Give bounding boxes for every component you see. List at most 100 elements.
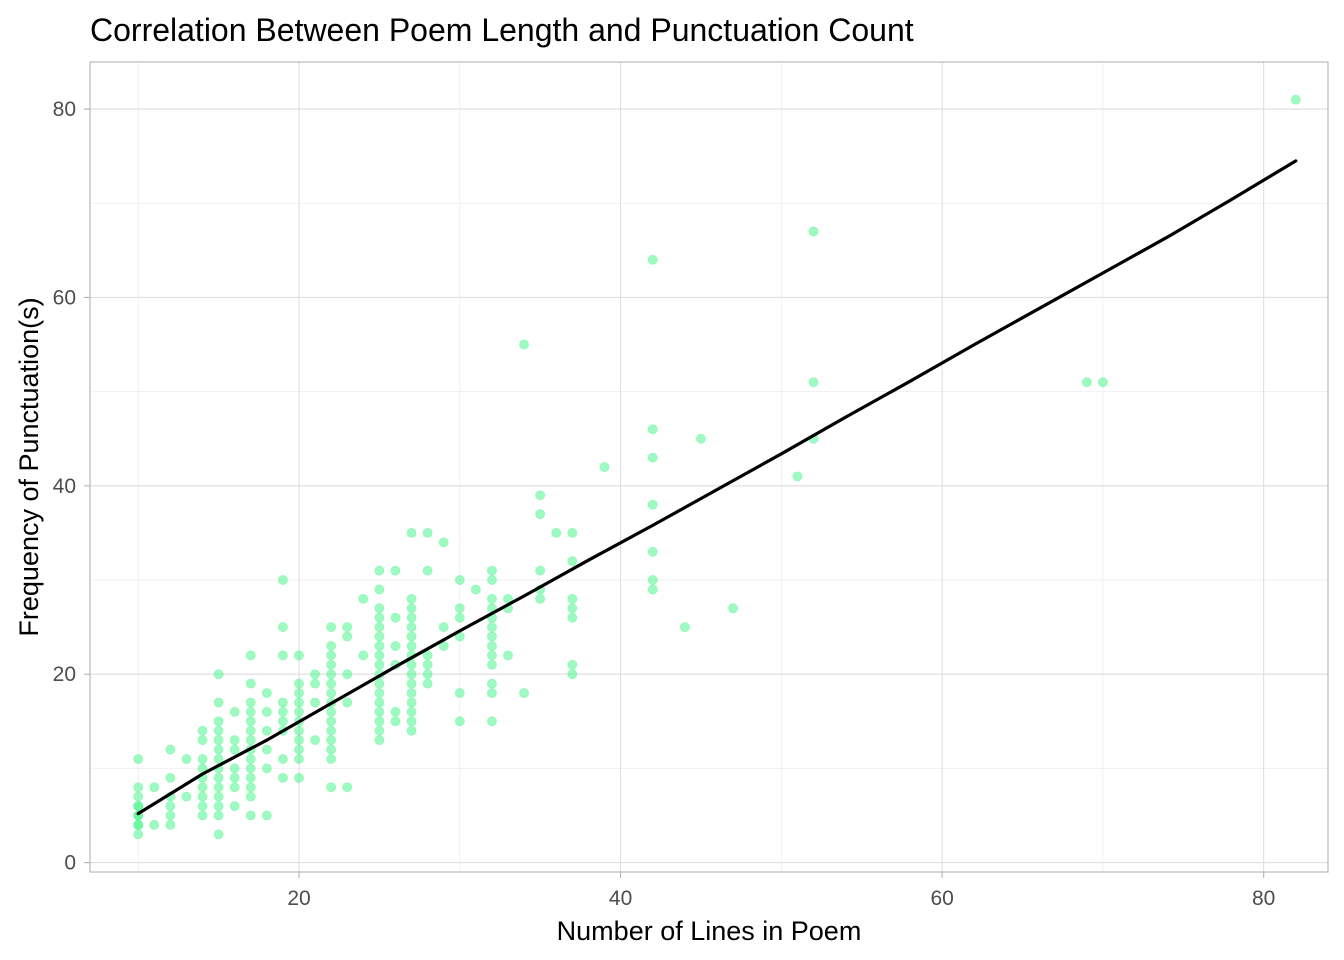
scatter-point [519, 688, 530, 699]
chart-title: Correlation Between Poem Length and Punc… [90, 12, 914, 48]
scatter-point [374, 584, 385, 595]
scatter-point [358, 593, 369, 604]
scatter-point [277, 753, 288, 764]
scatter-point [406, 622, 417, 633]
x-tick-label: 20 [287, 887, 310, 910]
scatter-point [422, 659, 433, 670]
scatter-point [229, 744, 240, 755]
scatter-point [197, 810, 208, 821]
scatter-point [406, 725, 417, 736]
scatter-point [390, 612, 401, 623]
scatter-point [374, 565, 385, 576]
scatter-point [647, 575, 658, 586]
scatter-point [133, 801, 144, 812]
scatter-point [374, 659, 385, 670]
scatter-point [374, 688, 385, 699]
scatter-point [390, 565, 401, 576]
scatter-point [470, 584, 481, 595]
scatter-point [406, 716, 417, 727]
scatter-point [374, 631, 385, 642]
scatter-point [213, 744, 224, 755]
scatter-point [342, 631, 353, 642]
scatter-point [422, 565, 433, 576]
scatter-point [245, 735, 256, 746]
scatter-point [181, 753, 192, 764]
scatter-point [245, 810, 256, 821]
scatter-point [133, 819, 144, 830]
scatter-point [181, 791, 192, 802]
scatter-point [486, 575, 497, 586]
scatter-point [808, 377, 819, 388]
scatter-point [310, 697, 321, 708]
grid [90, 62, 1328, 872]
scatter-point [486, 640, 497, 651]
scatter-point [326, 650, 337, 661]
scatter-point [197, 782, 208, 793]
scatter-point [535, 593, 546, 604]
scatter-point [503, 650, 514, 661]
scatter-point [647, 546, 658, 557]
scatter-point [213, 669, 224, 680]
scatter-point [326, 735, 337, 746]
scatter-point [213, 782, 224, 793]
scatter-point [1081, 377, 1092, 388]
scatter-point [229, 801, 240, 812]
scatter-point [326, 622, 337, 633]
scatter-point [245, 753, 256, 764]
scatter-point [133, 753, 144, 764]
scatter-point [406, 688, 417, 699]
scatter-point [277, 716, 288, 727]
scatter-point [326, 725, 337, 736]
scatter-point [326, 688, 337, 699]
scatter-point [647, 499, 658, 510]
y-tick-label: 20 [53, 663, 76, 686]
scatter-point [149, 782, 160, 793]
y-axis-label: Frequency of Punctuation(s) [14, 297, 44, 636]
scatter-point [567, 612, 578, 623]
scatter-point [519, 339, 530, 350]
scatter-point [294, 650, 305, 661]
y-tick-label: 40 [53, 475, 76, 498]
data-points [133, 94, 1301, 840]
scatter-point [326, 669, 337, 680]
x-tick-label: 60 [930, 887, 953, 910]
scatter-point [149, 819, 160, 830]
scatter-point [406, 678, 417, 689]
scatter-point [358, 650, 369, 661]
scatter-point [165, 819, 176, 830]
scatter-point [535, 509, 546, 520]
scatter-point [406, 659, 417, 670]
scatter-point [374, 716, 385, 727]
scatter-point [486, 678, 497, 689]
scatter-point [213, 697, 224, 708]
scatter-point [486, 631, 497, 642]
scatter-point [390, 716, 401, 727]
scatter-point [261, 725, 272, 736]
scatter-point [486, 716, 497, 727]
scatter-point [213, 772, 224, 783]
x-tick-label: 80 [1252, 887, 1275, 910]
scatter-point [197, 725, 208, 736]
scatter-point [213, 753, 224, 764]
scatter-point [551, 527, 562, 538]
scatter-point [165, 810, 176, 821]
scatter-point [245, 782, 256, 793]
scatter-point [374, 622, 385, 633]
axis-ticks: 20 40 60 80 0 20 40 60 80 [53, 98, 1276, 910]
scatter-point [792, 471, 803, 482]
scatter-point [406, 706, 417, 717]
scatter-point [277, 622, 288, 633]
scatter-point [245, 763, 256, 774]
scatter-point [454, 688, 465, 699]
scatter-point [454, 612, 465, 623]
scatter-point [213, 735, 224, 746]
scatter-point [374, 706, 385, 717]
scatter-point [647, 254, 658, 265]
scatter-point [197, 735, 208, 746]
scatter-point [277, 706, 288, 717]
scatter-point [326, 706, 337, 717]
scatter-point [310, 669, 321, 680]
scatter-point [326, 753, 337, 764]
scatter-point [567, 603, 578, 614]
